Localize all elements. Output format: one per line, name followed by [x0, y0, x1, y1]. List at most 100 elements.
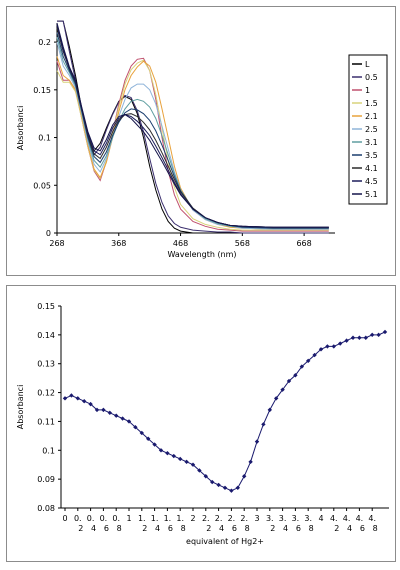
- data-point: [280, 387, 285, 392]
- x-tick-label: 8: [373, 524, 378, 533]
- data-point: [363, 335, 368, 340]
- titration-curve-chart: 0.080.090.10.110.120.130.140.150 0.20.40.…: [16, 302, 389, 546]
- x-tick-label: 368: [111, 239, 126, 248]
- data-point: [197, 468, 202, 473]
- x-tick-label: 0: [62, 514, 67, 523]
- data-point: [190, 462, 196, 467]
- data-point: [248, 459, 253, 465]
- x-tick-label: 2.: [202, 514, 210, 523]
- series-line-1.5: [56, 59, 329, 231]
- x-tick-label: 6: [232, 524, 237, 533]
- y-tick-label: 0.08: [37, 504, 55, 513]
- x-tick-label: 3: [254, 514, 259, 523]
- data-point: [306, 358, 311, 364]
- data-point: [267, 407, 272, 413]
- x-tick-label: 4.: [356, 514, 364, 523]
- series-line-3.5: [56, 32, 329, 229]
- x-tick-label: 8: [245, 524, 250, 533]
- x-tick-label: 1: [126, 514, 131, 523]
- data-point: [370, 332, 375, 338]
- legend-entry: 3.5: [365, 151, 378, 160]
- series-line-4.1: [56, 27, 329, 228]
- y-tick-label: 0.2: [38, 38, 51, 47]
- x-tick-label: 4.: [330, 514, 338, 523]
- x-tick-label: 2.: [240, 514, 248, 523]
- data-point: [210, 479, 215, 485]
- x-tick-label: 3.: [279, 514, 287, 523]
- data-point: [242, 474, 247, 479]
- y-axis-title: Absorbanci: [16, 106, 25, 151]
- data-point: [261, 422, 266, 427]
- data-point: [376, 332, 381, 338]
- data-point: [62, 396, 68, 401]
- x-tick-label: 268: [49, 239, 64, 248]
- x-tick-label: 4: [347, 524, 352, 533]
- data-point: [299, 364, 304, 369]
- data-point: [318, 347, 324, 352]
- legend-entry: 0.5: [365, 73, 378, 82]
- x-tick-label: 1.: [138, 514, 146, 523]
- x-tick-label: 1.: [176, 514, 184, 523]
- data-point: [222, 485, 228, 490]
- legend-entry: 2.1: [365, 112, 378, 121]
- series-line-4.5: [56, 24, 329, 228]
- titration-line: [64, 331, 386, 492]
- x-tick-label: 8: [117, 524, 122, 533]
- y-tick-label: 0.05: [33, 181, 51, 190]
- data-point: [254, 439, 260, 444]
- x-tick-label: 6: [296, 524, 301, 533]
- data-point: [152, 442, 157, 447]
- y-tick-label: 0.09: [37, 475, 55, 484]
- data-point: [312, 352, 317, 358]
- data-point: [88, 401, 93, 407]
- x-tick-label: 2.: [215, 514, 223, 523]
- data-point: [338, 341, 343, 346]
- data-point: [75, 396, 80, 401]
- x-tick-label: 2: [206, 524, 211, 533]
- y-tick-label: 0.11: [37, 417, 55, 426]
- y-tick-label: 0.1: [42, 446, 55, 455]
- data-point: [146, 436, 151, 441]
- absorbance-spectra-chart: 0 0.05 0.1 0.15 0.2 268 368 468 568 668 Wavelength…: [16, 20, 388, 259]
- legend-entry: 1.5: [365, 99, 378, 108]
- x-tick-label: 4: [155, 524, 160, 533]
- data-point: [325, 344, 330, 349]
- x-tick-label: 0.: [100, 514, 108, 523]
- data-point: [165, 450, 170, 456]
- x-tick-label: 668: [296, 239, 311, 248]
- data-point: [114, 413, 119, 418]
- data-point: [94, 407, 100, 413]
- data-point: [82, 399, 87, 404]
- series-line-3.1: [56, 37, 329, 229]
- x-tick-label: 3.: [266, 514, 274, 523]
- data-point: [107, 410, 112, 415]
- x-tick-label: 2: [334, 524, 339, 533]
- x-tick-label: 0.: [112, 514, 120, 523]
- x-tick-label: 2: [190, 514, 195, 523]
- x-tick-label: 8: [181, 524, 186, 533]
- data-point: [344, 338, 349, 343]
- x-tick-label: 3.: [304, 514, 312, 523]
- x-tick-label: 4.: [343, 514, 351, 523]
- data-point: [69, 393, 74, 398]
- x-tick-label: 1.: [164, 514, 172, 523]
- x-tick-label: 2: [78, 524, 83, 533]
- series-line-L: [57, 20, 329, 234]
- legend-entry: 4.1: [365, 164, 378, 173]
- y-axis-title: Absorbanci: [16, 385, 25, 430]
- x-tick-label: 2: [270, 524, 275, 533]
- data-point: [203, 474, 208, 479]
- data-point: [216, 482, 221, 488]
- legend-entry: 1: [365, 86, 370, 95]
- series-line-0.5: [57, 20, 329, 234]
- x-tick-label: 4: [318, 514, 323, 523]
- data-point: [382, 329, 388, 335]
- x-tick-label: 2.: [228, 514, 236, 523]
- x-tick-label: 4: [219, 524, 224, 533]
- x-axis-title: Wavelength (nm): [167, 250, 236, 259]
- data-point: [126, 419, 132, 424]
- x-tick-label: 568: [235, 239, 250, 248]
- y-tick-label: 0.12: [37, 389, 55, 398]
- data-point: [184, 459, 189, 465]
- data-point: [171, 453, 176, 459]
